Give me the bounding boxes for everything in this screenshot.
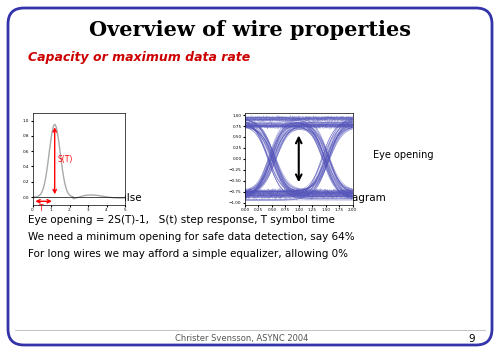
Text: For long wires we may afford a simple equalizer, allowing 0%: For long wires we may afford a simple eq…: [28, 249, 348, 259]
FancyBboxPatch shape: [8, 8, 492, 345]
Text: Single pulse: Single pulse: [78, 193, 142, 203]
Text: T: T: [38, 204, 43, 213]
Text: Christer Svensson, ASYNC 2004: Christer Svensson, ASYNC 2004: [176, 335, 308, 343]
Text: Capacity or maximum data rate: Capacity or maximum data rate: [28, 52, 250, 65]
Text: S(T): S(T): [58, 155, 73, 164]
Text: Eye diagram: Eye diagram: [320, 193, 386, 203]
Text: Eye opening: Eye opening: [373, 150, 434, 160]
Text: Overview of wire properties: Overview of wire properties: [89, 20, 411, 40]
Text: We need a minimum opening for safe data detection, say 64%: We need a minimum opening for safe data …: [28, 232, 354, 242]
Text: Eye opening = 2S(T)-1,   S(t) step response, T symbol time: Eye opening = 2S(T)-1, S(t) step respons…: [28, 215, 335, 225]
Text: 9: 9: [468, 334, 475, 344]
